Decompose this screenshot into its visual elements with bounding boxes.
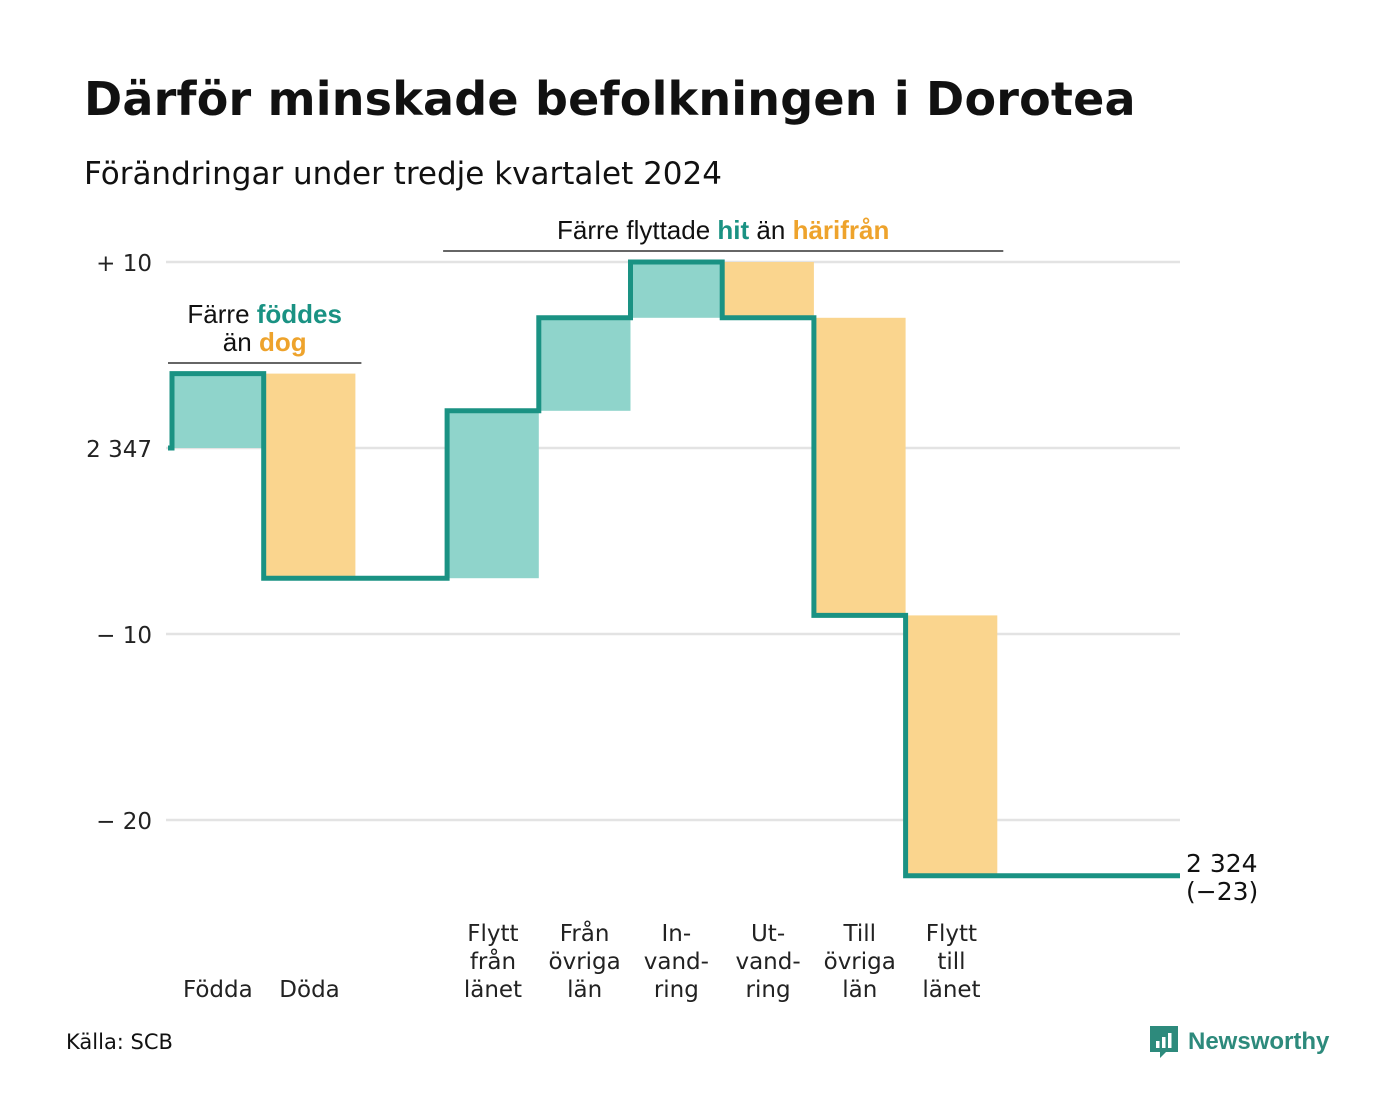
x-label: Ut-vand-ring [735, 921, 800, 1003]
annotation-part: än [749, 215, 792, 245]
step-line [168, 259, 1180, 879]
x-label-line: övriga [549, 949, 621, 975]
x-label-line: Ut- [751, 921, 785, 947]
x-label-line: övriga [824, 949, 896, 975]
bar-In- vand- ring [630, 262, 723, 318]
y-axis-tick-labels: + 10 2 347 − 10 − 20 [86, 251, 152, 835]
annotation-part: Färre [187, 299, 256, 329]
x-label-line: vand- [644, 949, 709, 975]
bar-Till övriga län [813, 317, 906, 616]
x-label-line: länet [464, 977, 522, 1003]
annotation-part: dog [259, 327, 307, 357]
annotation-part: härifrån [793, 215, 890, 245]
annotation-part: hit [717, 215, 749, 245]
bar-Döda [263, 373, 356, 579]
x-label-line: län [567, 977, 602, 1003]
x-label-line: ring [654, 977, 699, 1003]
x-label-line: In- [662, 921, 692, 947]
bar-Från övriga län [538, 317, 631, 411]
bar-Flytt till länet [905, 615, 998, 876]
chart-subtitle: Förändringar under tredje kvartalet 2024 [84, 156, 722, 192]
y-tick-label: + 10 [96, 251, 152, 277]
x-label: Döda [279, 977, 339, 1003]
x-label-line: Döda [279, 977, 339, 1003]
x-label-line: till [937, 949, 965, 975]
x-label: Flytt från länet [464, 921, 522, 1003]
x-label: Flytt till länet [922, 921, 980, 1003]
annotation-text: än dog [223, 327, 307, 357]
x-label: Till övriga län [824, 921, 896, 1003]
y-tick-label: − 20 [96, 809, 152, 835]
bars [172, 262, 998, 876]
source-label: Källa: SCB [66, 1030, 173, 1054]
brand-name: Newsworthy [1188, 1028, 1330, 1055]
bar-Ut- vand- ring [722, 262, 814, 318]
end-value-label: 2 324 [1186, 849, 1258, 878]
cumulative-step-line [168, 259, 1180, 879]
x-label-line: Flytt [926, 921, 977, 947]
annotation-part: Färre flyttade [557, 215, 717, 245]
annotation-part: föddes [257, 299, 342, 329]
end-label: 2 324(−23) [1186, 849, 1258, 906]
x-label-line: Födda [183, 977, 253, 1003]
x-label-line: Till [842, 921, 876, 947]
x-label-line: från [470, 947, 516, 975]
x-label: Från övriga län [549, 919, 621, 1003]
y-tick-label: − 10 [96, 623, 152, 649]
x-label-line: vand- [735, 949, 800, 975]
x-label-line: ring [746, 977, 791, 1003]
chart-title: Därför minskade befolkningen i Dorotea [84, 72, 1136, 126]
x-label-line: Flytt [467, 921, 518, 947]
x-label-line: Från [560, 919, 610, 947]
annotation-part: än [223, 327, 259, 357]
bar-Födda [172, 373, 264, 448]
bar-Flytt från länet [447, 410, 539, 579]
newsworthy-logo-icon [1150, 1026, 1178, 1058]
y-tick-label: 2 347 [86, 437, 152, 463]
annotation-text: Färre flyttade hit än härifrån [557, 215, 889, 245]
x-label: In-vand-ring [644, 921, 709, 1003]
x-label: Födda [183, 977, 253, 1003]
x-label-line: län [842, 977, 877, 1003]
brand-logo: Newsworthy [1148, 1024, 1329, 1060]
end-change-label: (−23) [1186, 877, 1258, 906]
annotation-text: Färre föddes [187, 299, 342, 329]
x-label-line: länet [922, 977, 980, 1003]
